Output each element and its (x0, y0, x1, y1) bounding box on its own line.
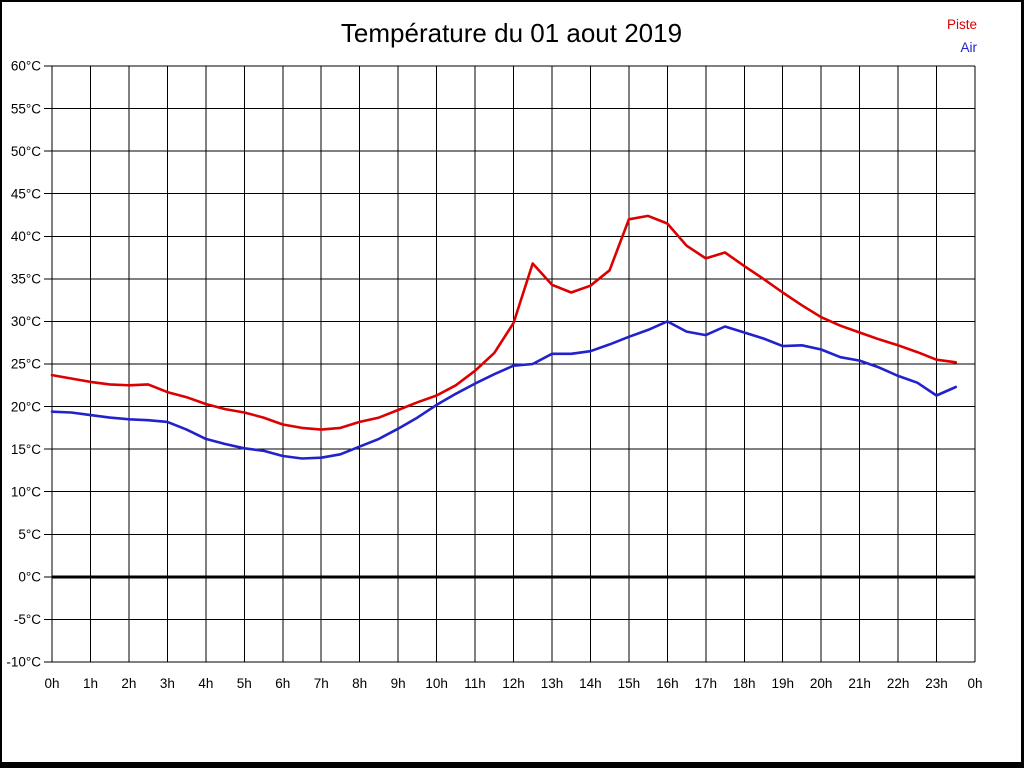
legend-piste-label: Piste (946, 17, 977, 32)
x-tick-label: 8h (352, 676, 367, 691)
x-tick-label: 16h (656, 676, 679, 691)
x-tick-label: 20h (810, 676, 833, 691)
x-tick-label: 3h (160, 676, 175, 691)
grid-lines (51, 65, 976, 663)
x-tick-label: 1h (83, 676, 98, 691)
x-tick-label: 13h (541, 676, 564, 691)
x-tick-label: 15h (618, 676, 641, 691)
y-tick-label: 40°C (11, 229, 41, 244)
air-line (50, 320, 958, 460)
y-tick-label: 5°C (18, 527, 41, 542)
y-tick-label: 0°C (18, 570, 41, 585)
x-tick-label: 23h (925, 676, 948, 691)
x-tick-label: 9h (391, 676, 406, 691)
y-tick-label: 50°C (11, 144, 41, 159)
x-tick-label: 12h (502, 676, 525, 691)
x-tick-label: 0h (44, 676, 59, 691)
y-tick-label: 35°C (11, 272, 41, 287)
x-tick-label: 4h (198, 676, 213, 691)
chart-legend: Piste Air (947, 13, 977, 59)
x-tick-label: 6h (275, 676, 290, 691)
y-tick-label: -5°C (14, 612, 41, 627)
x-tick-label: 21h (848, 676, 871, 691)
x-tick-label: 0h (967, 676, 982, 691)
y-axis-ticks (44, 65, 52, 663)
y-axis-labels: 60°C 55°C 50°C 45°C 40°C 35°C 30°C 25°C 20°C 15°C… (6, 59, 41, 670)
piste-line (50, 214, 958, 431)
x-axis-labels: 0h 1h 2h 3h 4h 5h 6h 7h 8h 9h 10h 11h 12h 13h 14h 15h 16… (44, 676, 982, 691)
y-tick-label: 30°C (11, 314, 41, 329)
x-tick-label: 2h (121, 676, 136, 691)
x-tick-label: 17h (695, 676, 718, 691)
x-tick-label: 14h (579, 676, 602, 691)
x-tick-label: 18h (733, 676, 756, 691)
x-tick-label: 7h (314, 676, 329, 691)
x-tick-label: 5h (237, 676, 252, 691)
y-tick-label: 10°C (11, 484, 41, 499)
x-tick-label: 19h (771, 676, 794, 691)
y-tick-label: 20°C (11, 399, 41, 414)
y-tick-label: 45°C (11, 186, 41, 201)
x-tick-label: 22h (887, 676, 910, 691)
legend-air-label: Air (960, 40, 978, 55)
x-tick-label: 10h (425, 676, 448, 691)
x-tick-label: 11h (464, 676, 486, 691)
y-tick-label: 25°C (11, 357, 41, 372)
y-tick-label: 60°C (11, 59, 41, 74)
y-tick-label: 55°C (11, 101, 41, 116)
y-tick-label: -10°C (6, 655, 41, 670)
y-tick-label: 15°C (11, 442, 41, 457)
chart-title: Température du 01 aout 2019 (340, 18, 683, 48)
